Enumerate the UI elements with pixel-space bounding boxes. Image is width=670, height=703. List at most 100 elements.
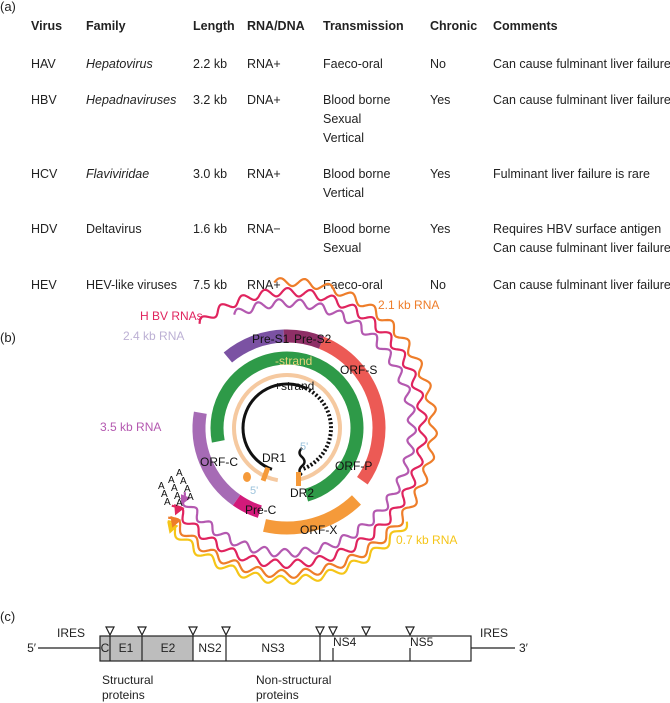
cell-transmission: Sexual <box>323 241 362 255</box>
cell-genome-type: RNA+ <box>247 57 281 71</box>
cell-genome-type: RNA+ <box>247 167 281 181</box>
cleavage-site-icon <box>221 626 231 637</box>
minus-strand-ring <box>232 373 342 483</box>
label-3-5kb-rna: 3.5 kb RNA <box>100 420 161 434</box>
poly-a-letter: A <box>184 484 191 495</box>
cell-chronic: No <box>430 278 446 292</box>
cell-family: Hepatovirus <box>86 57 153 71</box>
arrowhead-icon <box>180 494 191 505</box>
column-header: RNA/DNA <box>247 19 305 33</box>
segment-label-e2: E2 <box>161 641 176 655</box>
label-hbv-rnas: H BV RNAs <box>140 309 203 323</box>
poly-a-letter: A <box>180 476 187 487</box>
column-header: Family <box>86 19 126 33</box>
segment-label-e1: E1 <box>119 641 134 655</box>
cell-transmission: Vertical <box>323 186 364 200</box>
cell-chronic: Yes <box>430 222 451 236</box>
nonstructural-proteins-label: Non-structural <box>256 673 331 687</box>
column-header: Comments <box>493 19 558 33</box>
strand-squiggle <box>298 447 306 476</box>
rna-3-5kb-wave <box>181 298 418 558</box>
cleavage-site-icon <box>137 626 147 637</box>
cell-comments: Can cause fulminant liver failure <box>493 278 670 292</box>
label-dr1: DR1 <box>262 451 286 465</box>
cell-chronic: Yes <box>430 167 451 181</box>
cell-length: 7.5 kb <box>193 278 228 292</box>
orf-s-band <box>318 336 386 485</box>
cell-comments: Can cause fulminant liver failure <box>493 93 670 107</box>
segment-label-ns5: NS5 <box>410 635 434 649</box>
label-orf-c: ORF-C <box>200 455 238 469</box>
ires-left-label: IRES <box>57 626 85 640</box>
panel-label-b: (b) <box>0 330 16 345</box>
cell-genome-type: DNA+ <box>247 93 281 107</box>
label-pre-s2: Pre-S2 <box>294 332 332 346</box>
label-pre-c: Pre-C <box>245 503 277 517</box>
cell-length: 2.2 kb <box>193 57 228 71</box>
plus-strand-dashed <box>301 386 333 472</box>
column-header: Length <box>193 19 235 33</box>
cell-virus: HEV <box>31 278 57 292</box>
pre-s2-band <box>283 329 324 349</box>
hbv-genome-diagram: H BV RNAs 2.1 kb RNA 2.4 kb RNA 3.5 kb RNA 0… <box>100 277 457 585</box>
orf-p-band <box>210 351 364 502</box>
cell-genome-type: RNA+ <box>247 278 281 292</box>
cleavage-site-icon <box>405 626 415 637</box>
poly-a-letter: A <box>164 497 171 508</box>
cell-family: Flaviviridae <box>86 167 150 181</box>
cell-transmission: Faeco-oral <box>323 57 383 71</box>
five-prime-label: 5′ <box>27 641 37 655</box>
orf-c-band <box>192 411 241 506</box>
arrowhead-icon <box>167 521 179 534</box>
label-plus-strand: +strand <box>274 379 314 393</box>
polyprotein-box <box>99 635 472 662</box>
rna-2-4kb-wave <box>171 287 428 569</box>
cell-transmission: Sexual <box>323 112 362 126</box>
cell-chronic: No <box>430 57 446 71</box>
panel-label-a: (a) <box>0 0 16 14</box>
label-minus-strand: -strand <box>275 354 312 368</box>
poly-a-letter: A <box>158 481 165 492</box>
column-header: Virus <box>31 19 63 33</box>
poly-a-letter: A <box>161 489 168 500</box>
label-dr2: DR2 <box>290 486 314 500</box>
nonstructural-proteins-label: proteins <box>256 688 299 702</box>
column-header: Transmission <box>323 19 404 33</box>
segment-label-ns4: NS4 <box>333 635 357 649</box>
cell-comments: Can cause fulminant liver failure <box>493 57 670 71</box>
cleavage-site-icon <box>105 626 115 637</box>
cell-virus: HCV <box>31 167 58 181</box>
label-2-4kb-rna: 2.4 kb RNA <box>123 329 184 343</box>
dr2-marker <box>296 472 301 486</box>
cell-length: 3.0 kb <box>193 167 228 181</box>
poly-a-letter: A <box>187 492 194 503</box>
structural-region <box>100 636 193 661</box>
cell-family: Hepadnaviruses <box>86 93 177 107</box>
cleavage-site-icon <box>315 626 325 637</box>
label-5-prime: 5' <box>300 441 308 453</box>
cell-family: HEV-like viruses <box>86 278 177 292</box>
cell-virus: HAV <box>31 57 56 71</box>
label-pre-s1: Pre-S1 <box>252 332 290 346</box>
label-0-7kb-rna: 0.7 kb RNA <box>396 533 457 547</box>
poly-a-letter: A <box>168 475 175 486</box>
cell-length: 3.2 kb <box>193 93 228 107</box>
arrowhead-icon <box>170 515 182 528</box>
cell-virus: HBV <box>31 93 57 107</box>
poly-a-letter: A <box>171 483 178 494</box>
column-header: Chronic <box>430 19 478 33</box>
ires-right-label: IRES <box>480 626 508 640</box>
pre-s1-band <box>223 329 285 363</box>
cell-comments: Requires HBV surface antigen <box>493 222 662 236</box>
cleavage-site-icon <box>328 626 338 637</box>
cell-transmission: Blood borne <box>323 93 391 107</box>
three-prime-label: 3′ <box>519 641 529 655</box>
segment-label-ns3: NS3 <box>261 641 285 655</box>
dr1-marker <box>260 466 271 482</box>
plus-strand-solid <box>241 382 307 471</box>
cell-genome-type: RNA− <box>247 222 281 236</box>
cell-chronic: Yes <box>430 93 451 107</box>
orf-x-band <box>263 495 361 535</box>
